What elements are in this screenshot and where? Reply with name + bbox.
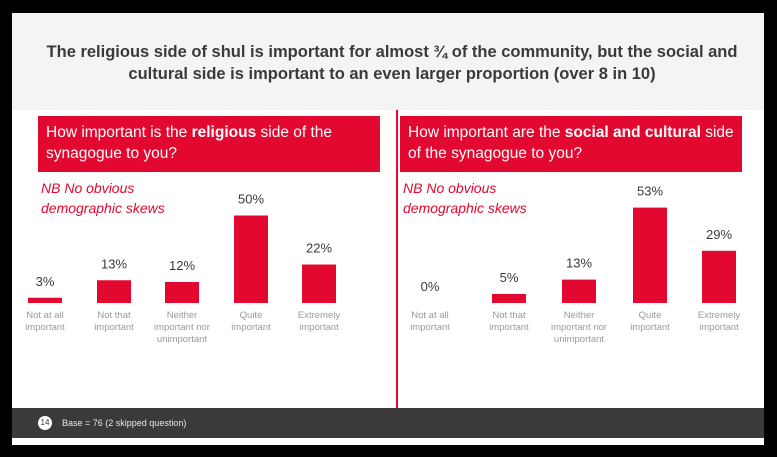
category-label: important — [630, 322, 670, 333]
category-label: important — [231, 322, 271, 333]
bar-value-label: 5% — [500, 270, 519, 285]
category-label: unimportant — [554, 334, 605, 345]
bar — [234, 215, 268, 303]
footer-bar: 14 Base = 76 (2 skipped question) — [12, 408, 764, 438]
category-label: Neither — [167, 310, 198, 321]
question-text-post: side of the synagogue to you? — [408, 124, 734, 162]
note-line: demographic skews — [403, 200, 527, 216]
bar — [562, 279, 596, 303]
category-label: Quite — [639, 310, 662, 321]
page-number-badge: 14 — [38, 416, 52, 430]
category-label: Not at all — [411, 310, 449, 321]
bar-value-label: 50% — [238, 192, 264, 207]
bar-value-label: 53% — [637, 184, 663, 199]
bar — [702, 250, 736, 303]
question-text-bold: religious — [191, 124, 257, 141]
slide-headline: The religious side of shul is important … — [46, 43, 738, 83]
category-label: Quite — [240, 310, 263, 321]
bar — [633, 207, 667, 303]
social-cultural-note: NB No obvious demographic skews — [403, 178, 553, 218]
bar-value-label: 13% — [101, 256, 127, 271]
category-label: important nor — [154, 322, 210, 333]
bar — [302, 264, 336, 303]
category-label: Not at all — [26, 310, 64, 321]
category-label: important — [489, 322, 529, 333]
category-label: Neither — [564, 310, 595, 321]
category-label: Not that — [97, 310, 131, 321]
question-text-pre: How important is the — [46, 124, 192, 141]
note-line: demographic skews — [41, 200, 165, 216]
note-line: NB No obvious — [403, 180, 497, 196]
category-label: Extremely — [298, 310, 340, 321]
note-line: NB No obvious — [41, 180, 135, 196]
bar-value-label: 3% — [36, 274, 55, 289]
question-text-pre: How important are the — [408, 124, 565, 141]
category-label: important nor — [551, 322, 607, 333]
question-text-bold: social and cultural — [564, 124, 701, 141]
category-label: important — [410, 322, 450, 333]
slide: The religious side of shul is important … — [12, 13, 764, 445]
bar-value-label: 13% — [566, 256, 592, 271]
headline-band: The religious side of shul is important … — [12, 13, 764, 110]
religious-note: NB No obvious demographic skews — [41, 178, 191, 218]
religious-panel: How important is the religious side of t… — [12, 110, 388, 411]
bar-value-label: 0% — [421, 279, 440, 294]
bar — [492, 294, 526, 303]
base-note: Base = 76 (2 skipped question) — [62, 418, 187, 428]
category-label: unimportant — [157, 334, 208, 345]
bar — [97, 280, 131, 303]
panel-divider — [396, 110, 398, 411]
bar — [165, 282, 199, 303]
religious-question: How important is the religious side of t… — [38, 116, 380, 172]
category-label: important — [25, 322, 65, 333]
question-text-post: side of the synagogue to you? — [46, 124, 333, 162]
social-cultural-panel: How important are the social and cultura… — [400, 110, 764, 411]
bar-value-label: 29% — [706, 227, 732, 242]
category-label: Extremely — [698, 310, 740, 321]
bar-value-label: 12% — [169, 258, 195, 273]
category-label: important — [299, 322, 339, 333]
bar-value-label: 22% — [306, 241, 332, 256]
category-label: important — [699, 322, 739, 333]
social-cultural-question: How important are the social and cultura… — [400, 116, 742, 172]
bar — [28, 297, 62, 303]
category-label: Not that — [492, 310, 526, 321]
category-label: important — [94, 322, 134, 333]
